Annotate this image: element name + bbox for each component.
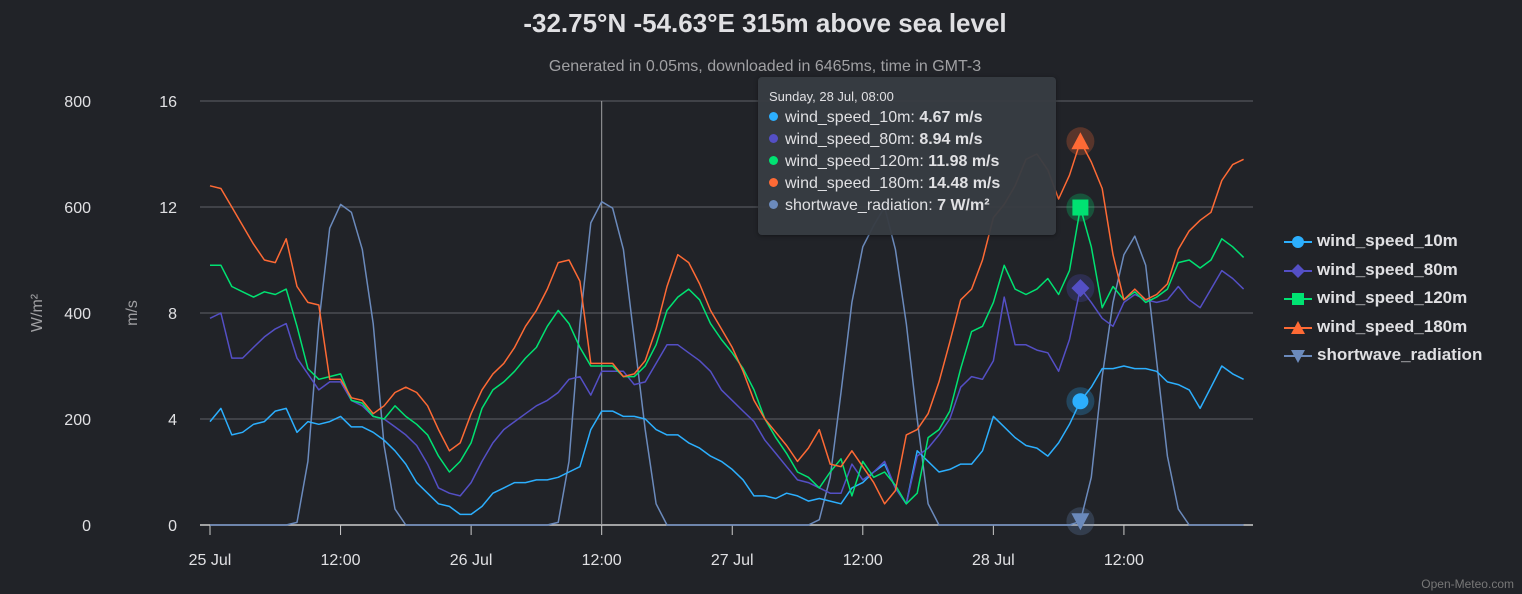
legend-item-wind-speed-120m[interactable]: wind_speed_120m <box>1284 284 1482 313</box>
tooltip-value: 11.98 m/s <box>928 153 1000 170</box>
marker-wind-speed-80m <box>1071 279 1090 298</box>
tooltip-label: wind_speed_180m: <box>785 175 929 192</box>
tooltip: Sunday, 28 Jul, 08:00 wind_speed_10m: 4.… <box>758 77 1056 235</box>
tooltip-label: wind_speed_80m: <box>785 131 920 148</box>
y-tick-label-ms: 0 <box>168 518 177 535</box>
y-tick-label-ms: 8 <box>168 306 177 323</box>
chart-subtitle: Generated in 0.05ms, downloaded in 6465m… <box>548 58 982 75</box>
y-axis-wind-speed: 0 4 8 12 16 m/s <box>124 94 177 535</box>
x-tick-label: 28 Jul <box>972 552 1015 569</box>
legend-label: wind_speed_120m <box>1317 288 1468 308</box>
y-tick-label-radiation: 200 <box>64 412 91 429</box>
series-line-wind-speed-80m <box>209 269 1245 505</box>
series-dot-icon <box>769 178 778 187</box>
tooltip-label: shortwave_radiation: <box>785 197 938 214</box>
legend-item-shortwave-radiation[interactable]: shortwave_radiation <box>1284 341 1482 370</box>
triangle-icon <box>1284 320 1312 334</box>
marker-shortwave-radiation <box>1071 513 1090 531</box>
square-icon <box>1284 293 1312 306</box>
x-tick-label: 26 Jul <box>450 552 493 569</box>
x-axis: 25 Jul 12:00 26 Jul 12:00 27 Jul 12:00 28 Jul 1… <box>189 524 1253 569</box>
series-dot-icon <box>769 200 778 209</box>
y-tick-label-ms: 4 <box>168 412 177 429</box>
x-tick-label: 27 Jul <box>711 552 754 569</box>
x-tick-label: 12:00 <box>1104 552 1144 569</box>
chart-title: -32.75°N -54.63°E 315m above sea level <box>523 8 1007 38</box>
tooltip-value: 7 W/m² <box>937 197 990 214</box>
y-tick-label-ms: 16 <box>159 94 177 111</box>
series-dot-icon <box>769 112 778 121</box>
series-line-shortwave-radiation <box>210 200 1244 526</box>
legend-item-wind-speed-10m[interactable]: wind_speed_10m <box>1284 227 1482 256</box>
tooltip-value: 4.67 m/s <box>919 109 983 126</box>
legend-symbol <box>1292 236 1304 249</box>
y-tick-label-radiation: 800 <box>64 94 91 111</box>
series-group <box>209 140 1245 526</box>
legend-symbol <box>1291 263 1305 278</box>
legend-item-wind-speed-180m[interactable]: wind_speed_180m <box>1284 313 1482 342</box>
tooltip-value: 14.48 m/s <box>928 175 1001 192</box>
highlight-markers <box>1066 127 1095 536</box>
tooltip-row: shortwave_radiation: 7 W/m² <box>769 195 1056 217</box>
tooltip-value: 8.94 m/s <box>919 131 983 148</box>
marker-wind-speed-10m <box>1072 393 1089 410</box>
x-tick-label: 12:00 <box>321 552 361 569</box>
x-tick-label: 12:00 <box>582 552 622 569</box>
legend-item-wind-speed-80m[interactable]: wind_speed_80m <box>1284 256 1482 285</box>
legend-label: wind_speed_10m <box>1317 231 1458 251</box>
legend-label: wind_speed_180m <box>1317 316 1468 336</box>
series-line-wind-speed-180m <box>209 140 1244 505</box>
legend-label: wind_speed_80m <box>1317 259 1458 279</box>
legend-symbol <box>1291 320 1305 334</box>
tooltip-header: Sunday, 28 Jul, 08:00 <box>769 89 894 104</box>
y-tick-label-radiation: 0 <box>82 518 91 535</box>
circle-icon <box>1284 236 1312 249</box>
tooltip-row: wind_speed_10m: 4.67 m/s <box>769 107 1056 129</box>
series-line-wind-speed-10m <box>209 365 1244 516</box>
series-dot-icon <box>769 134 778 143</box>
diamond-icon <box>1284 263 1312 278</box>
x-tick-label: 25 Jul <box>189 552 232 569</box>
series-dot-icon <box>769 156 778 165</box>
legend-symbol <box>1292 293 1304 306</box>
y-axis-title-radiation: W/m² <box>29 293 46 332</box>
credit-link[interactable]: Open-Meteo.com <box>1421 577 1514 591</box>
x-tick-label: 12:00 <box>843 552 883 569</box>
tooltip-row: wind_speed_80m: 8.94 m/s <box>769 129 1056 151</box>
y-axis-radiation: 0 200 400 600 800 W/m² <box>29 94 91 535</box>
y-tick-label-radiation: 400 <box>64 306 91 323</box>
tooltip-label: wind_speed_10m: <box>785 109 920 126</box>
triangle-down-icon <box>1284 350 1312 364</box>
y-tick-label-radiation: 600 <box>64 200 91 217</box>
tooltip-label: wind_speed_120m: <box>785 153 929 170</box>
grid-lines <box>200 100 1253 420</box>
legend-label: shortwave_radiation <box>1317 345 1483 365</box>
marker-wind-speed-180m <box>1071 132 1090 150</box>
series-line-wind-speed-120m <box>210 206 1245 505</box>
legend-symbol <box>1291 350 1305 364</box>
marker-wind-speed-120m <box>1072 199 1089 216</box>
legend: wind_speed_10m wind_speed_80m wind_speed_1… <box>1284 227 1482 370</box>
y-axis-title-ms: m/s <box>124 300 141 326</box>
tooltip-row: wind_speed_120m: 11.98 m/s <box>769 151 1056 173</box>
tooltip-row: wind_speed_180m: 14.48 m/s <box>769 173 1056 195</box>
y-tick-label-ms: 12 <box>159 200 177 217</box>
